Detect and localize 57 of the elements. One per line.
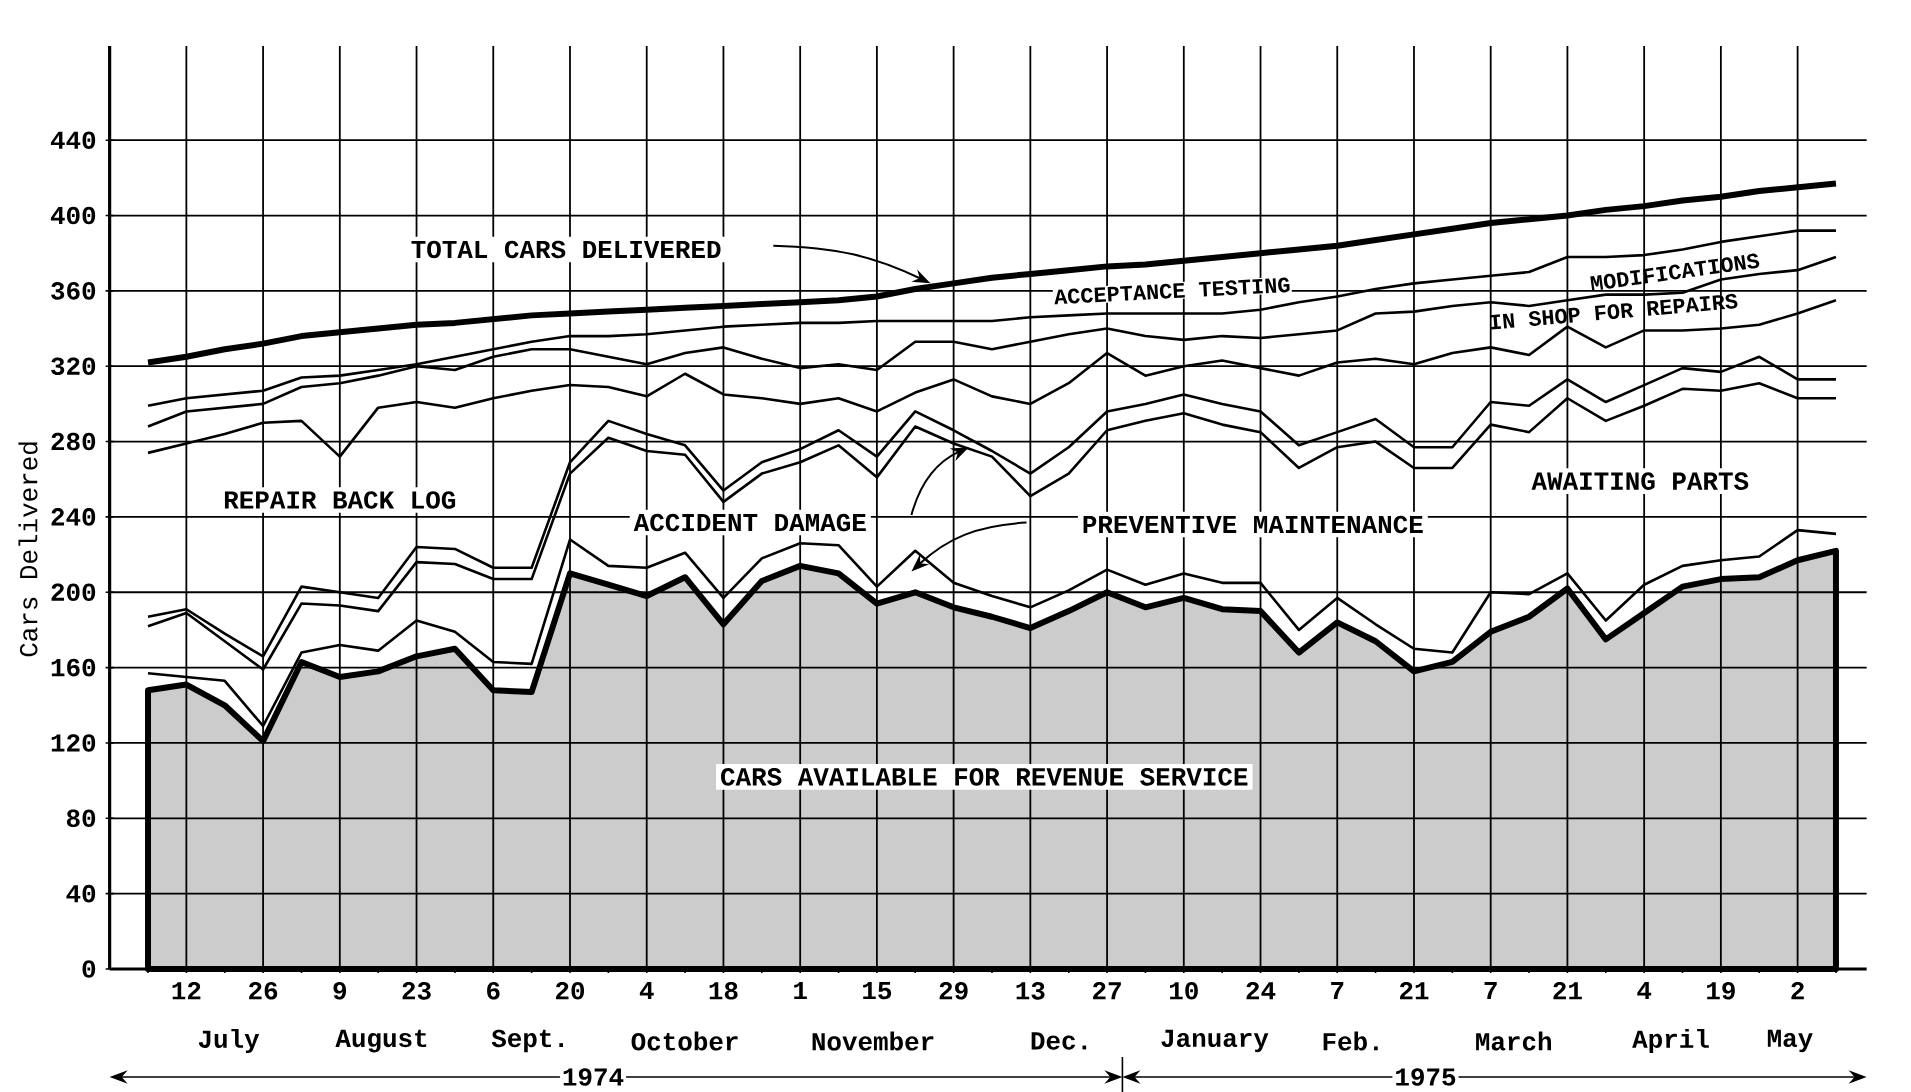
y-tick-label: 120 <box>51 734 96 752</box>
x-tick-label: 26 <box>249 982 278 1000</box>
text: Sept. <box>491 1029 563 1053</box>
x-tick-label: 4 <box>639 982 654 1000</box>
x-tick-label: 12 <box>172 982 201 1000</box>
x-tick-label: 7 <box>1331 982 1344 1000</box>
x-tick-label: 9 <box>333 982 347 1000</box>
text: Feb. <box>1323 1031 1378 1051</box>
x-tick-label: 20 <box>556 982 585 1000</box>
y-tick-label: 160 <box>51 658 96 677</box>
x-tick-label: 4 <box>1637 982 1652 1000</box>
x-tick-label: 13 <box>1016 982 1045 1000</box>
x-tick-label: 2 <box>1791 982 1804 1000</box>
text: March <box>1476 1031 1551 1051</box>
y-tick-label: 0 <box>82 960 96 978</box>
x-tick-label: 1 <box>794 982 807 1000</box>
text: Dec. <box>1031 1032 1087 1050</box>
x-tick-label: 18 <box>709 982 738 1000</box>
text: 1974 <box>563 1068 624 1086</box>
x-tick-label: 7 <box>1484 982 1497 1000</box>
y-tick-label: 280 <box>51 432 96 451</box>
x-tick-label: 23 <box>402 982 431 1000</box>
text: May <box>1767 1029 1813 1053</box>
y-tick-label: 80 <box>66 809 96 828</box>
x-tick-label: 27 <box>1093 982 1121 1000</box>
annotation: MODIFICATIONS <box>1590 253 1760 291</box>
y-tick-label: 320 <box>51 357 96 376</box>
x-tick-label: 19 <box>1707 982 1735 1000</box>
y-tick-label: 40 <box>66 884 96 903</box>
text: January <box>1161 1029 1269 1053</box>
y-tick-label: 440 <box>50 131 96 149</box>
y-tick-label: 400 <box>50 206 96 225</box>
x-tick-label: 29 <box>939 982 968 1000</box>
x-tick-label: 24 <box>1246 982 1276 1000</box>
series-label: CARS AVAILABLE FOR REVENUE SERVICE <box>721 768 1248 786</box>
series-label: TOTAL CARS DELIVERED <box>411 240 721 259</box>
y-axis-title: Cars Delivered <box>18 442 38 657</box>
annotation: ACCEPTANCE TESTING <box>1054 277 1290 305</box>
annotation: IN SHOP FOR REPAIRS <box>1490 293 1738 330</box>
x-tick-label: 15 <box>863 982 892 1000</box>
text: April <box>1632 1028 1709 1054</box>
annotation: PREVENTIVE MAINTENANCE <box>1083 515 1423 534</box>
x-tick-label: 21 <box>1399 982 1429 1000</box>
text: 1975 <box>1396 1068 1456 1086</box>
y-tick-label: 240 <box>51 508 96 526</box>
annotation: ACCIDENT DAMAGE <box>633 513 866 532</box>
x-tick-label: 21 <box>1553 982 1582 1000</box>
text: November <box>812 1031 934 1051</box>
x-tick-label: 10 <box>1170 982 1198 1000</box>
y-tick-label: 200 <box>51 583 96 602</box>
text: October <box>631 1031 738 1051</box>
annotation: AWAITING PARTS <box>1531 472 1749 490</box>
y-tick-label: 360 <box>51 282 96 300</box>
x-tick-label: 6 <box>487 982 500 1000</box>
text: July <box>198 1028 260 1054</box>
annotation: REPAIR BACK LOG <box>224 491 456 509</box>
text: August <box>335 1029 427 1053</box>
